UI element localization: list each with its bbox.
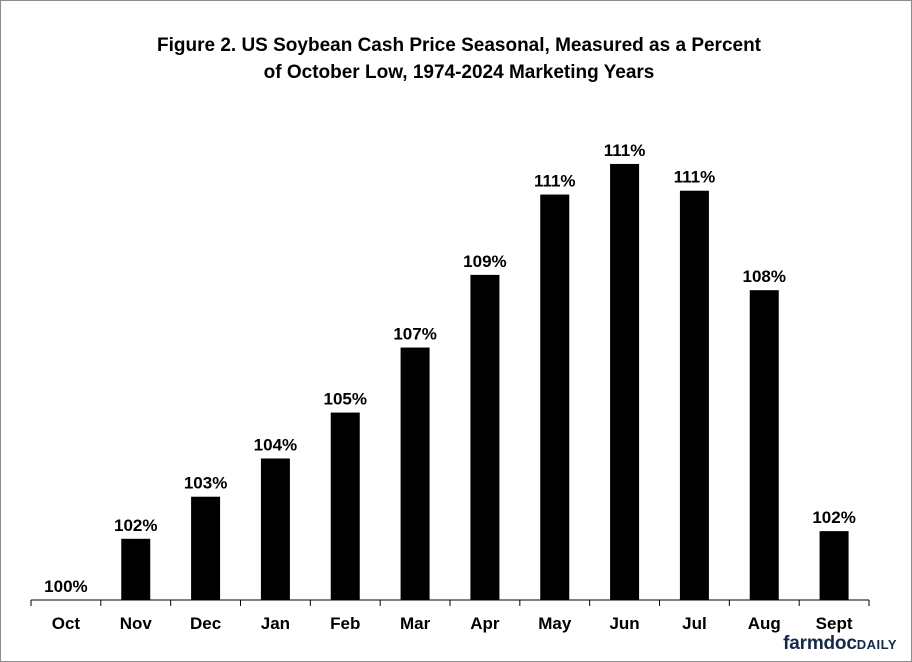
data-label-jan: 104% <box>254 435 297 454</box>
x-tick-label-may: May <box>538 614 572 633</box>
brand-tail: DAILY <box>856 637 897 652</box>
data-label-nov: 102% <box>114 516 157 535</box>
data-label-aug: 108% <box>743 267 786 286</box>
x-tick-label-jan: Jan <box>261 614 290 633</box>
data-label-mar: 107% <box>393 325 436 344</box>
data-label-may: 111% <box>534 172 576 191</box>
farmdoc-daily-logo: farmdocDAILY <box>783 633 897 655</box>
chart-title-line-2: of October Low, 1974-2024 Marketing Year… <box>264 62 655 83</box>
chart-marks: 100% 102% 103% 104% 105% 107% 109% 111% 111% 111%… <box>30 141 870 633</box>
data-label-sept: 102% <box>812 508 855 527</box>
x-tick-label-aug: Aug <box>748 614 781 633</box>
bar-feb <box>330 412 360 600</box>
bar-nov <box>121 538 151 600</box>
bar-mar <box>400 347 430 600</box>
data-label-oct: 100% <box>44 577 87 596</box>
bar-jan <box>260 458 290 600</box>
bar-apr <box>470 274 500 600</box>
chart-title-line-1: Figure 2. US Soybean Cash Price Seasonal… <box>157 35 762 56</box>
data-label-dec: 103% <box>184 474 227 493</box>
x-tick-label-sept: Sept <box>816 614 853 633</box>
x-tick-label-oct: Oct <box>52 614 81 633</box>
brand-main: farmdoc <box>783 633 857 654</box>
bar-sept <box>819 531 849 600</box>
bar-jun <box>610 163 640 600</box>
bar-aug <box>749 290 779 600</box>
x-tick-label-jun: Jun <box>609 614 639 633</box>
x-tick-label-feb: Feb <box>330 614 360 633</box>
data-label-jun: 111% <box>604 141 646 160</box>
x-tick-label-nov: Nov <box>120 614 153 633</box>
bar-jul <box>679 190 709 600</box>
data-label-feb: 105% <box>324 390 367 409</box>
x-tick-label-mar: Mar <box>400 614 431 633</box>
x-tick-label-apr: Apr <box>470 614 500 633</box>
data-label-apr: 109% <box>463 252 506 271</box>
bar-may <box>540 194 570 601</box>
x-tick-label-dec: Dec <box>190 614 221 633</box>
x-tick-label-jul: Jul <box>682 614 707 633</box>
data-label-jul: 111% <box>674 168 716 187</box>
bar-dec <box>191 496 221 600</box>
